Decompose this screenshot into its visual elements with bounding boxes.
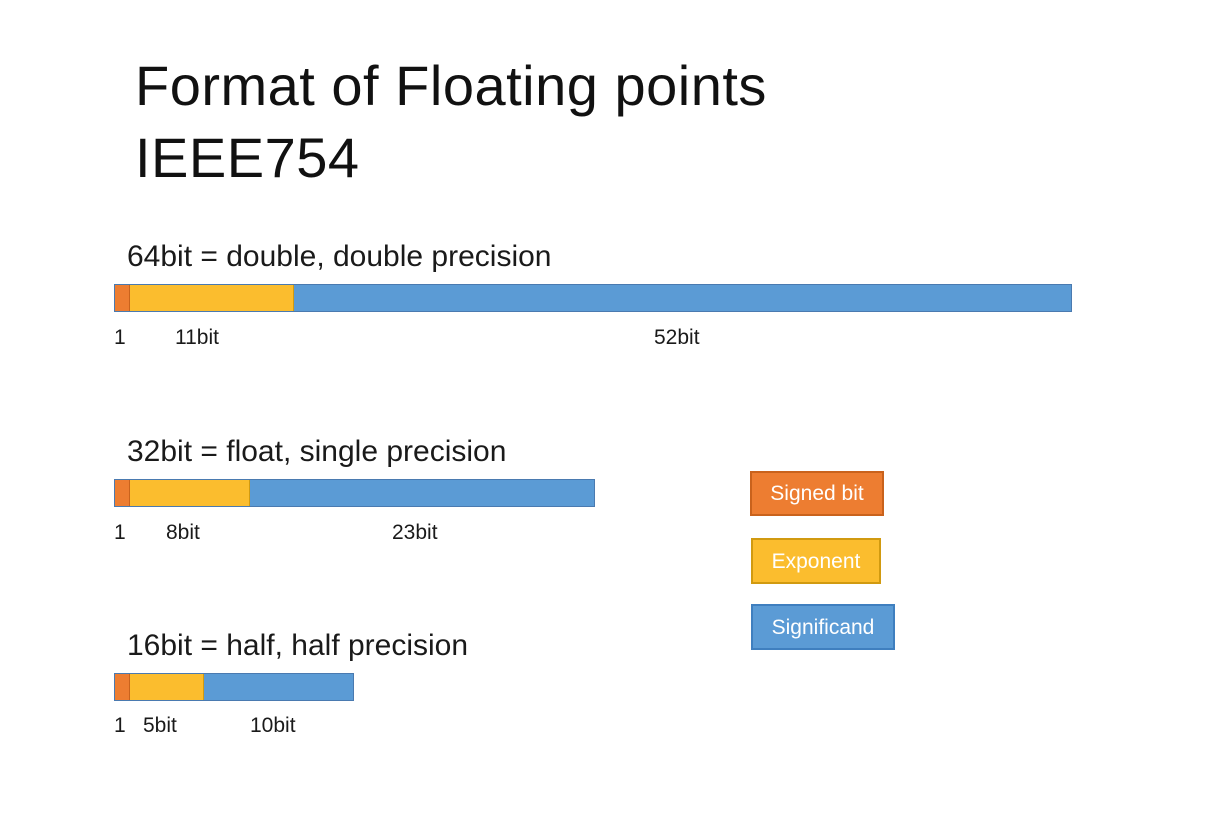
legend-exponent: Exponent [751,538,881,584]
format-16bit-bar [114,673,354,701]
significand-bit-count: 52bit [654,326,700,349]
sign-segment [115,480,130,506]
exponent-bit-count: 5bit [143,714,177,737]
exponent-segment [130,674,204,700]
format-32bit-heading: 32bit = float, single precision [127,435,507,468]
format-16bit-heading: 16bit = half, half precision [127,629,469,662]
sign-bit-count: 1 [114,326,126,349]
format-32bit-bar [114,479,595,507]
significand-bit-count: 10bit [250,714,296,737]
exponent-bit-count: 8bit [166,521,200,544]
significand-segment [204,674,353,700]
exponent-segment [130,285,294,311]
page-subtitle: IEEE754 [135,126,360,189]
sign-bit-count: 1 [114,521,126,544]
legend-significand: Significand [751,604,895,650]
sign-segment [115,285,130,311]
format-64bit-bar [114,284,1072,312]
significand-bit-count: 23bit [392,521,438,544]
sign-segment [115,674,130,700]
legend-signed-bit: Signed bit [750,471,884,516]
sign-bit-count: 1 [114,714,126,737]
page-title: Format of Floating points [135,54,767,117]
exponent-segment [130,480,250,506]
significand-segment [294,285,1071,311]
significand-segment [250,480,594,506]
format-64bit-heading: 64bit = double, double precision [127,240,552,273]
exponent-bit-count: 11bit [175,326,219,349]
